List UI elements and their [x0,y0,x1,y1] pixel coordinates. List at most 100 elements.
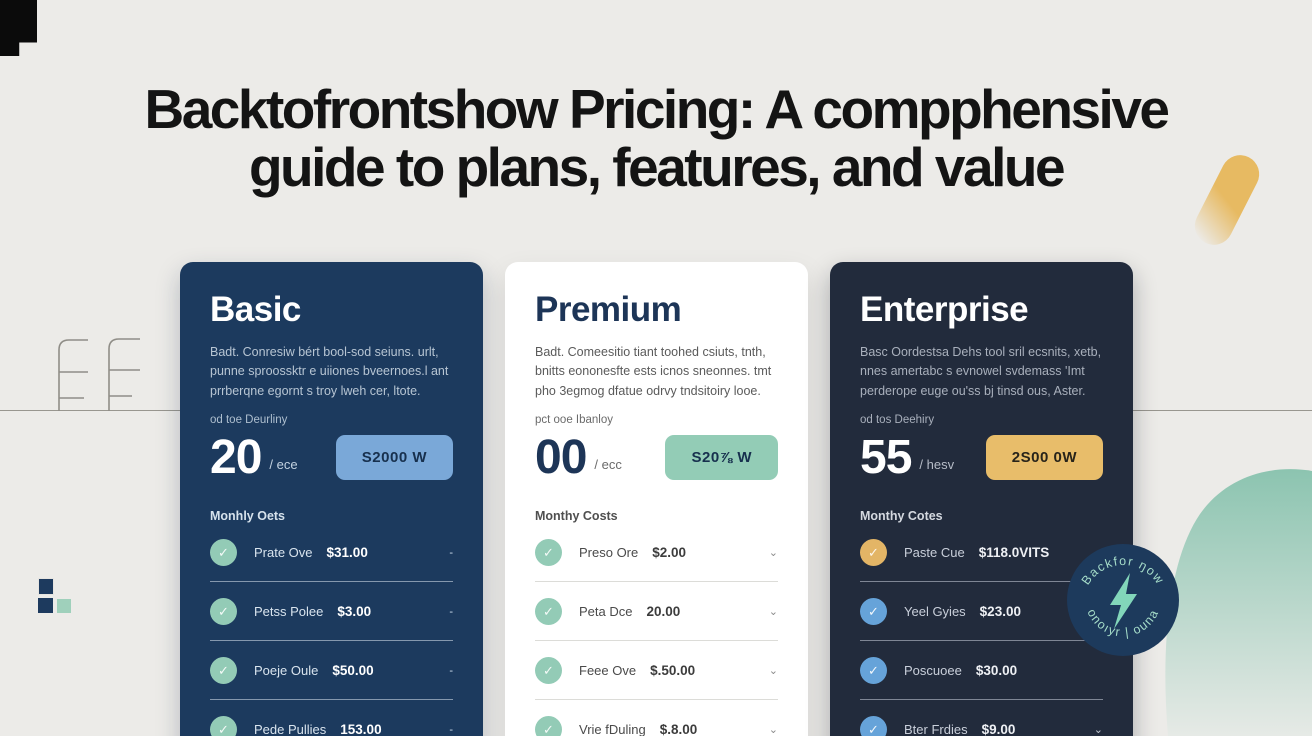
feature-row: ✓ Petss Polee $3.00 - [210,582,453,642]
logo-square-navy-bottom [38,598,53,613]
corner-decoration [0,0,37,56]
pricing-card-basic: Basic Badt. Conresiw bért bool-sod seiun… [180,262,483,736]
page-title-line2: guide to plans, features, and value [248,136,1066,198]
feature-row: ✓ Preso Ore $2.00 ⌄ [535,523,778,583]
billing-label: od toe Deurliny [210,414,288,427]
feature-value: $118.0VITS [978,545,1050,561]
check-icon: ✓ [210,657,237,685]
feature-row: ✓ Vrie fDuling $.8.00 ⌄ [535,700,778,736]
check-icon: ✓ [860,598,887,626]
feature-label: Preso Ore [579,545,639,561]
feature-label: Paste Cue [904,545,965,561]
feature-row: ✓ Bter Frdies $9.00 ⌄ [860,700,1103,736]
teal-blob-decoration [1165,469,1312,736]
lightning-bolt-icon [1110,573,1137,629]
logo-square-teal [57,599,71,613]
feature-label: Yeel Gyies [904,604,966,620]
logo-square-navy-top [38,578,54,595]
dash-icon[interactable]: - [449,723,453,736]
dash-icon[interactable]: - [449,664,453,677]
feature-value: $2.00 [652,545,687,561]
dash-icon[interactable]: - [449,546,453,559]
price-amount: 00 [535,431,587,485]
feature-label: Prate Ove [254,545,313,561]
price-amount: 20 [210,431,262,485]
price-period: / hesv [919,457,955,473]
feature-label: Vrie fDuling [579,722,646,736]
dash-icon[interactable]: - [449,605,453,618]
chevron-down-icon[interactable]: ⌄ [768,547,778,560]
feature-value: 20.00 [646,604,681,620]
feature-value: $31.00 [326,545,368,561]
plan-name: Premium [535,290,682,329]
chevron-down-icon[interactable]: ⌄ [768,724,778,736]
feature-row: ✓ Poeje Oule $50.00 - [210,641,453,701]
feature-row: ✓ Feee Ove $.50.00 ⌄ [535,641,778,701]
baseline-rule-left [0,410,181,411]
plan-cta-button[interactable]: 2S00 0W [985,435,1103,481]
logo-squares [36,576,76,616]
feature-label: Petss Polee [254,604,324,620]
check-icon: ✓ [535,716,562,736]
price-row: 00 / ecc S20⅞ W [535,430,778,485]
feature-row: ✓ Pede Pullies 153.00 - [210,700,453,736]
feature-value: $30.00 [975,663,1018,679]
price-row: 20 / ece S2000 W [210,430,453,485]
back-for-now-badge: Backfor ŋow onoıyr | ouna [1067,544,1179,656]
check-icon: ✓ [860,539,887,567]
price-period: / ecc [594,457,622,473]
plan-name: Basic [210,290,301,329]
plan-description: Basc Oordestsa Dehs tool sril ecsnits, x… [860,345,1102,398]
check-icon: ✓ [535,539,562,567]
feature-label: Peta Dce [579,604,633,620]
check-icon: ✓ [210,539,237,567]
feature-value: $23.00 [979,604,1021,620]
feature-row: ✓ Prate Ove $31.00 - [210,523,453,583]
feature-label: Feee Ove [579,663,637,679]
check-icon: ✓ [535,598,562,626]
check-icon: ✓ [210,716,237,736]
f-line-glyphs-decoration [58,338,140,411]
chevron-down-icon[interactable]: ⌄ [768,665,778,678]
chevron-down-icon[interactable]: ⌄ [768,606,778,619]
feature-value: $3.00 [337,604,372,620]
check-icon: ✓ [535,657,562,685]
billing-label: pct ooe Ibanloy [535,414,614,427]
feature-row: ✓ Poscuoee $30.00 [860,641,1103,701]
page-title: Backtofrontshow Pricing: A compphensive … [0,80,1312,196]
price-amount: 55 [860,431,912,485]
page-title-line1: Backtofrontshow Pricing: A compphensive [144,78,1170,140]
plan-name: Enterprise [860,290,1029,329]
feature-value: $9.00 [981,722,1016,736]
features-heading: Monhly Oets [210,509,286,524]
feature-value: $50.00 [332,663,374,679]
chevron-down-icon[interactable]: ⌄ [1093,724,1103,736]
plan-cta-button[interactable]: S20⅞ W [665,435,778,481]
check-icon: ✓ [210,598,237,626]
feature-value: $.8.00 [659,722,698,736]
features-heading: Monthy Cotes [860,509,943,524]
plan-cta-button[interactable]: S2000 W [335,435,453,481]
feature-row: ✓ Peta Dce 20.00 ⌄ [535,582,778,642]
pricing-card-premium: Premium Badt. Comeesitio tiant toohed cs… [505,262,808,736]
price-period: / ece [269,457,298,473]
check-icon: ✓ [860,716,887,736]
check-icon: ✓ [860,657,887,685]
page-header: Backtofrontshow Pricing: A compphensive … [0,80,1312,196]
price-row: 55 / hesv 2S00 0W [860,430,1103,485]
feature-row: ✓ Paste Cue $118.0VITS - [860,523,1103,583]
pricing-card-enterprise: Enterprise Basc Oordestsa Dehs tool sril… [830,262,1133,736]
feature-label: Poscuoee [904,663,962,679]
feature-label: Pede Pullies [254,722,327,736]
feature-value: 153.00 [340,722,382,736]
plan-description: Badt. Comeesitio tiant toohed csiuts, tn… [535,345,772,398]
feature-row: ✓ Yeel Gyies $23.00 [860,582,1103,642]
billing-label: od tos Deehiry [860,414,935,427]
features-heading: Monthy Costs [535,509,618,524]
baseline-rule-right [1131,410,1312,411]
feature-label: Poeje Oule [254,663,319,679]
plan-description: Badt. Conresiw bért bool-sod seiuns. url… [210,345,449,398]
feature-value: $.50.00 [650,663,696,679]
feature-label: Bter Frdies [904,722,968,736]
